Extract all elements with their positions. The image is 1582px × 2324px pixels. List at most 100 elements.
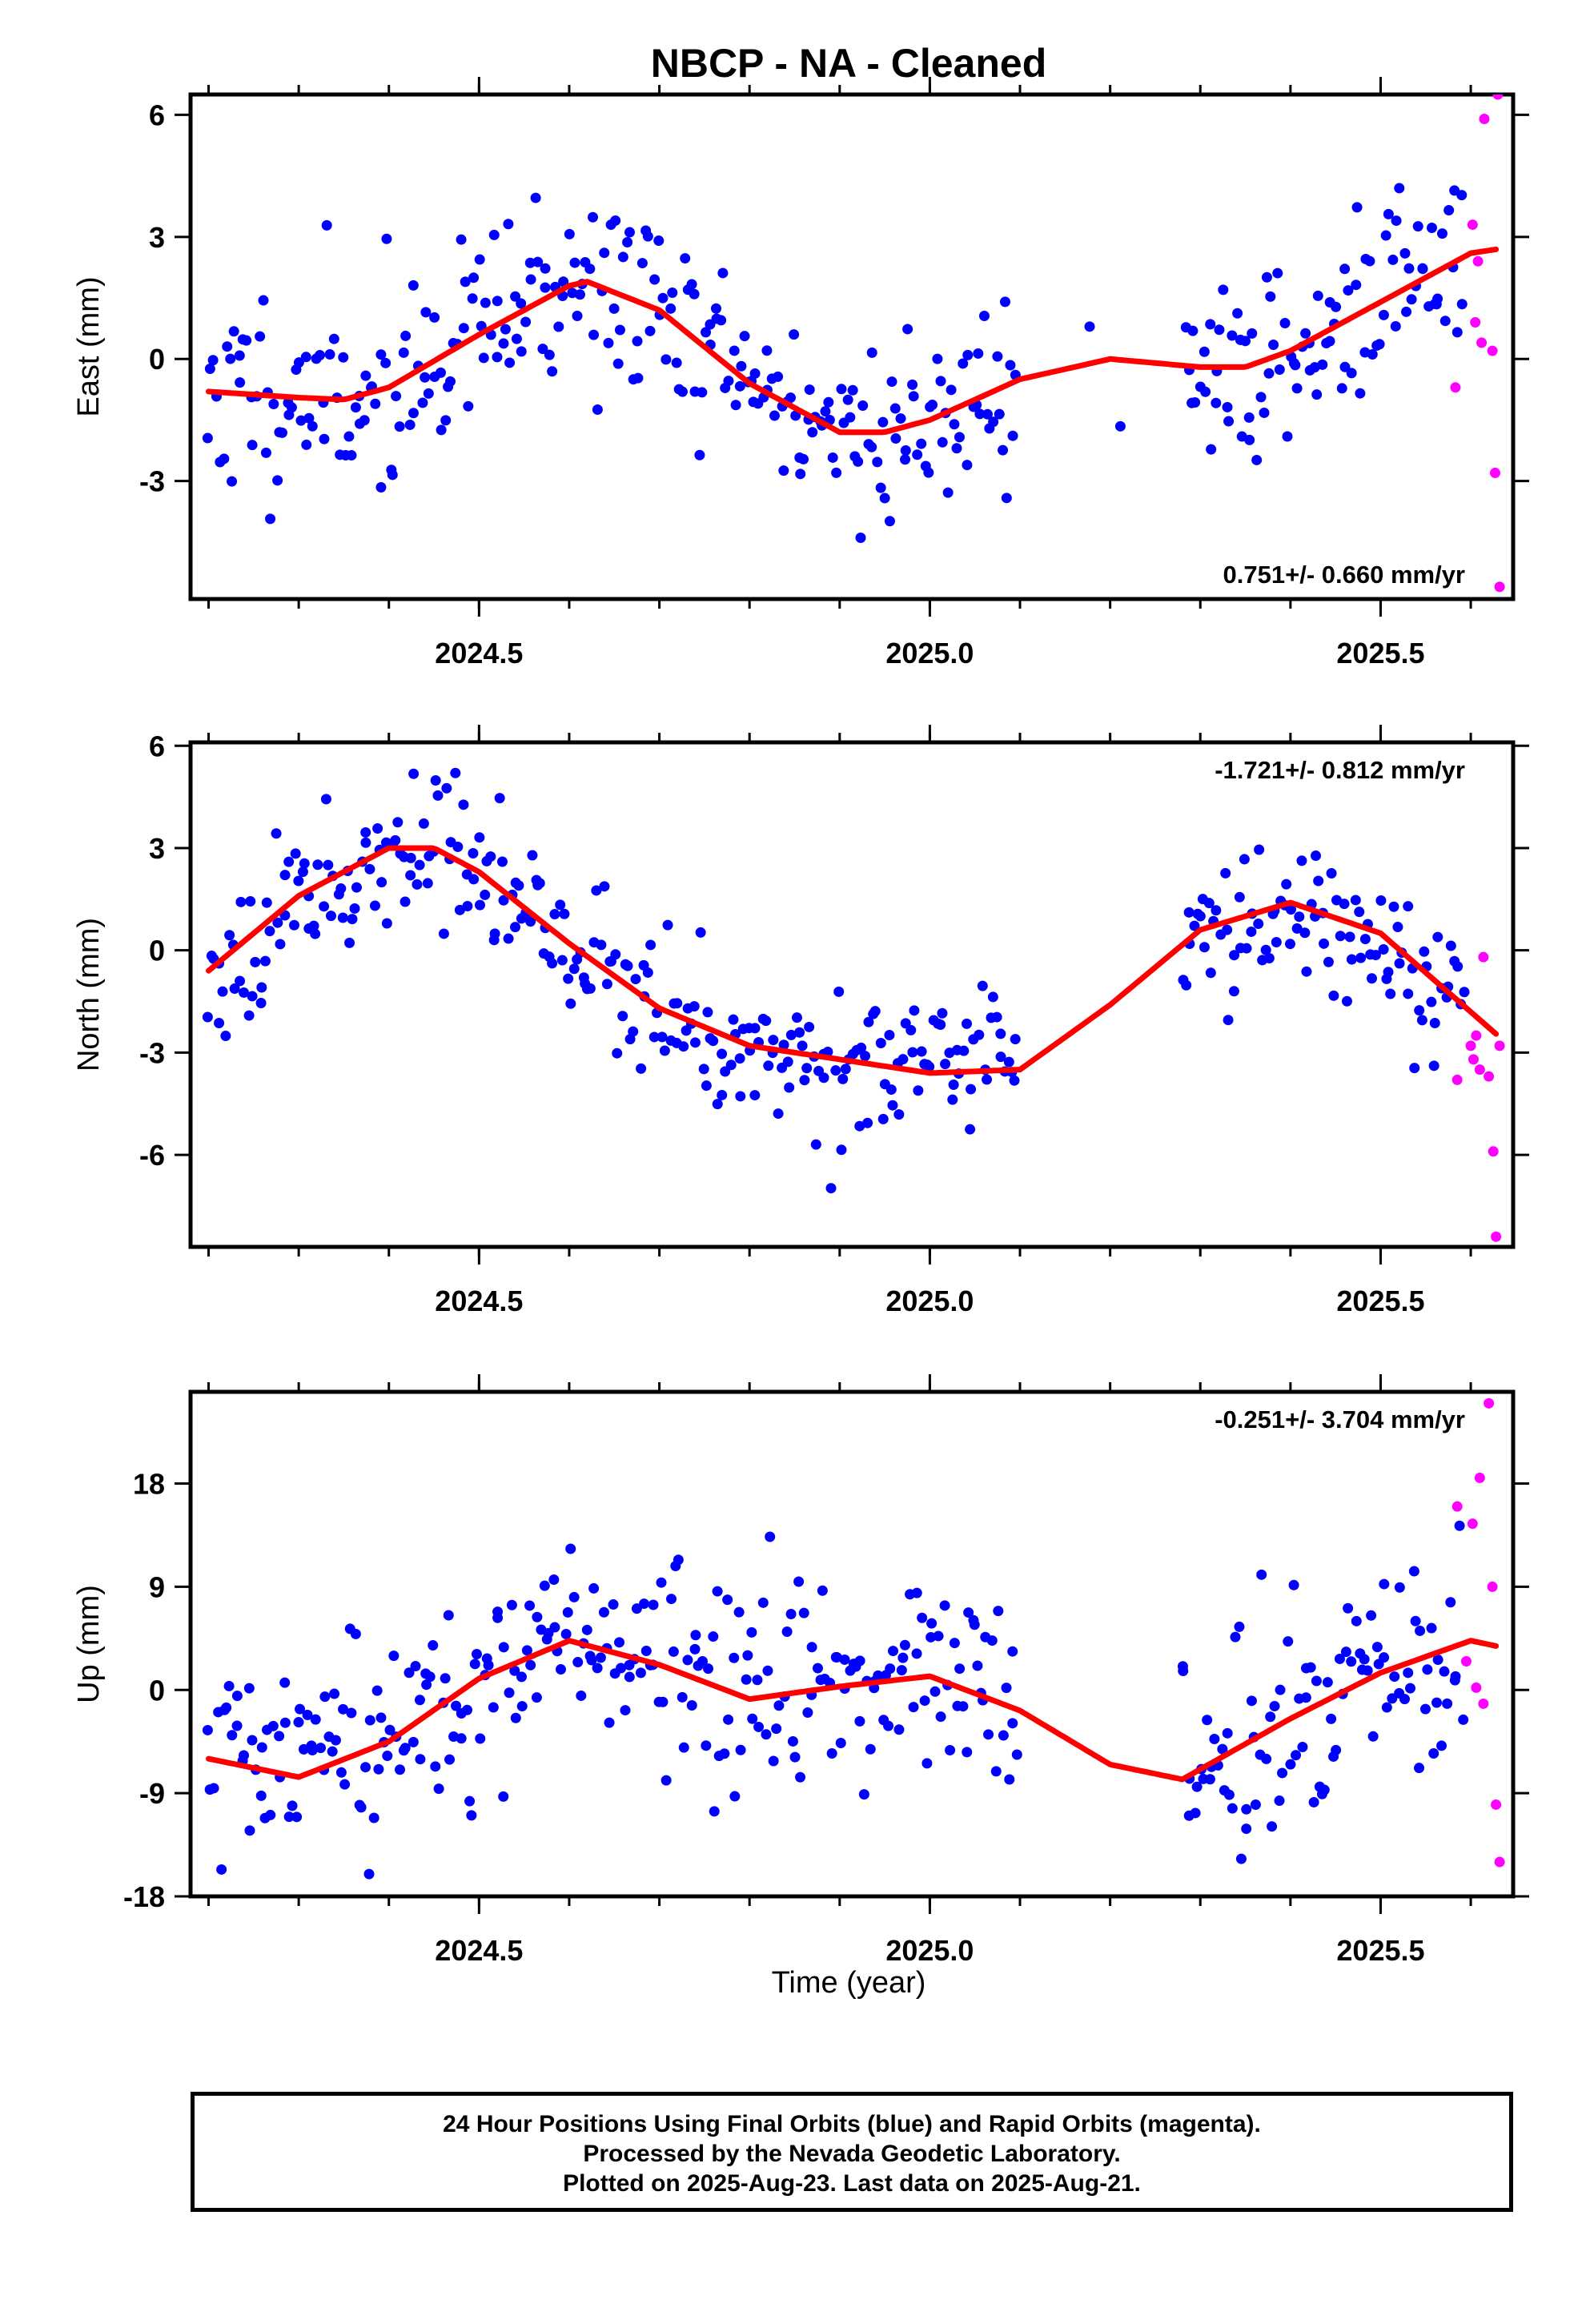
final-orbit-point bbox=[661, 1775, 672, 1786]
final-orbit-point bbox=[1283, 1636, 1294, 1647]
final-orbit-point bbox=[360, 837, 371, 848]
final-orbit-point bbox=[1222, 1727, 1233, 1739]
final-orbit-point bbox=[908, 1702, 919, 1713]
final-orbit-point bbox=[381, 918, 392, 929]
final-orbit-point bbox=[1232, 308, 1243, 319]
final-orbit-point bbox=[865, 1743, 876, 1755]
final-orbit-point bbox=[1436, 228, 1447, 239]
final-orbit-point bbox=[869, 1006, 881, 1017]
final-orbit-point bbox=[241, 335, 252, 346]
final-orbit-point bbox=[771, 1723, 782, 1735]
final-orbit-point bbox=[628, 1026, 639, 1037]
final-orbit-point bbox=[1355, 388, 1366, 399]
y-tick-label: 3 bbox=[149, 221, 165, 254]
final-orbit-point bbox=[524, 1600, 536, 1611]
final-orbit-point bbox=[1227, 1803, 1238, 1814]
final-orbit-point bbox=[279, 1677, 291, 1688]
final-orbit-point bbox=[907, 1047, 918, 1058]
final-orbit-point bbox=[994, 408, 1005, 420]
final-orbit-point bbox=[596, 939, 607, 951]
final-orbit-point bbox=[1350, 895, 1361, 906]
final-orbit-point bbox=[1200, 386, 1211, 397]
final-orbit-point bbox=[1334, 1653, 1345, 1664]
final-orbit-point bbox=[295, 1703, 306, 1715]
final-orbit-point bbox=[866, 441, 877, 452]
final-orbit-point bbox=[245, 895, 256, 907]
final-orbit-point bbox=[923, 467, 934, 478]
y-tick-label: -3 bbox=[139, 465, 165, 498]
final-orbit-point bbox=[1189, 920, 1200, 931]
final-orbit-point bbox=[432, 790, 444, 801]
final-orbit-point bbox=[709, 1806, 720, 1817]
final-orbit-point bbox=[221, 1702, 232, 1713]
final-orbit-point bbox=[1223, 1789, 1235, 1800]
final-orbit-point bbox=[765, 1531, 776, 1542]
final-orbit-point bbox=[889, 403, 901, 414]
final-orbit-point bbox=[268, 399, 279, 410]
final-orbit-point bbox=[272, 475, 283, 486]
final-orbit-point bbox=[1250, 1799, 1261, 1811]
final-orbit-point bbox=[1429, 1017, 1440, 1028]
final-orbit-point bbox=[1288, 1579, 1299, 1590]
final-orbit-point bbox=[255, 1790, 267, 1801]
final-orbit-point bbox=[1275, 1684, 1286, 1695]
final-orbit-point bbox=[467, 293, 478, 304]
final-orbit-point bbox=[661, 354, 672, 365]
final-orbit-point bbox=[866, 347, 877, 358]
final-orbit-point bbox=[204, 364, 215, 375]
final-orbit-point bbox=[569, 257, 580, 268]
final-orbit-point bbox=[793, 1576, 805, 1587]
final-orbit-point bbox=[622, 236, 633, 247]
final-orbit-point bbox=[525, 1659, 536, 1671]
final-orbit-point bbox=[1454, 1520, 1465, 1531]
final-orbit-point bbox=[958, 358, 969, 369]
final-orbit-point bbox=[279, 1717, 291, 1728]
final-orbit-point bbox=[853, 456, 864, 467]
final-orbit-point bbox=[761, 1729, 772, 1740]
final-orbit-point bbox=[708, 1035, 719, 1047]
final-orbit-point bbox=[1432, 931, 1443, 943]
final-orbit-point bbox=[812, 1663, 823, 1674]
final-orbit-point bbox=[422, 878, 433, 889]
final-orbit-point bbox=[686, 1700, 697, 1711]
final-orbit-point bbox=[436, 367, 447, 378]
final-orbit-point bbox=[384, 1724, 396, 1735]
final-orbit-point bbox=[1178, 1666, 1189, 1677]
final-orbit-point bbox=[1001, 1683, 1012, 1694]
rapid-orbit-point bbox=[1488, 1146, 1499, 1157]
final-orbit-point bbox=[763, 1060, 774, 1072]
model-fit-line bbox=[206, 845, 1500, 1076]
final-orbit-point bbox=[1217, 1743, 1228, 1755]
final-orbit-point bbox=[1004, 1774, 1015, 1785]
final-orbit-point bbox=[1355, 952, 1367, 963]
final-orbit-point bbox=[500, 324, 511, 335]
final-orbit-point bbox=[323, 859, 334, 870]
final-orbit-point bbox=[1326, 1713, 1337, 1724]
final-orbit-point bbox=[723, 1714, 734, 1725]
final-orbit-point bbox=[773, 371, 784, 382]
final-orbit-point bbox=[444, 376, 456, 387]
final-orbit-point bbox=[632, 336, 643, 347]
final-orbit-point bbox=[548, 1574, 560, 1585]
final-orbit-point bbox=[933, 1630, 944, 1642]
final-orbit-point bbox=[1005, 360, 1016, 371]
final-orbit-point bbox=[951, 443, 962, 454]
panel-east: 2024.5 2025.0 2025.5 -3 0 3 6 East (mm) 0.751+/-… bbox=[72, 77, 1529, 669]
final-orbit-point bbox=[673, 1554, 684, 1566]
final-orbit-point bbox=[845, 412, 856, 423]
final-orbit-point bbox=[785, 392, 796, 404]
final-orbit-point bbox=[999, 296, 1010, 308]
final-orbit-point bbox=[893, 1724, 905, 1735]
final-orbit-point bbox=[572, 1657, 584, 1668]
final-orbit-point bbox=[288, 919, 299, 931]
final-orbit-point bbox=[369, 900, 380, 911]
final-orbit-point bbox=[458, 799, 469, 810]
final-orbit-point bbox=[617, 251, 628, 263]
final-orbit-point bbox=[1419, 946, 1430, 957]
y-tick-label: 0 bbox=[149, 343, 165, 376]
final-orbit-point bbox=[408, 279, 419, 291]
y-tick-label: 0 bbox=[149, 935, 165, 967]
final-orbit-point bbox=[1253, 919, 1264, 930]
final-orbit-point bbox=[1277, 1767, 1288, 1779]
final-orbit-point bbox=[911, 1648, 922, 1659]
